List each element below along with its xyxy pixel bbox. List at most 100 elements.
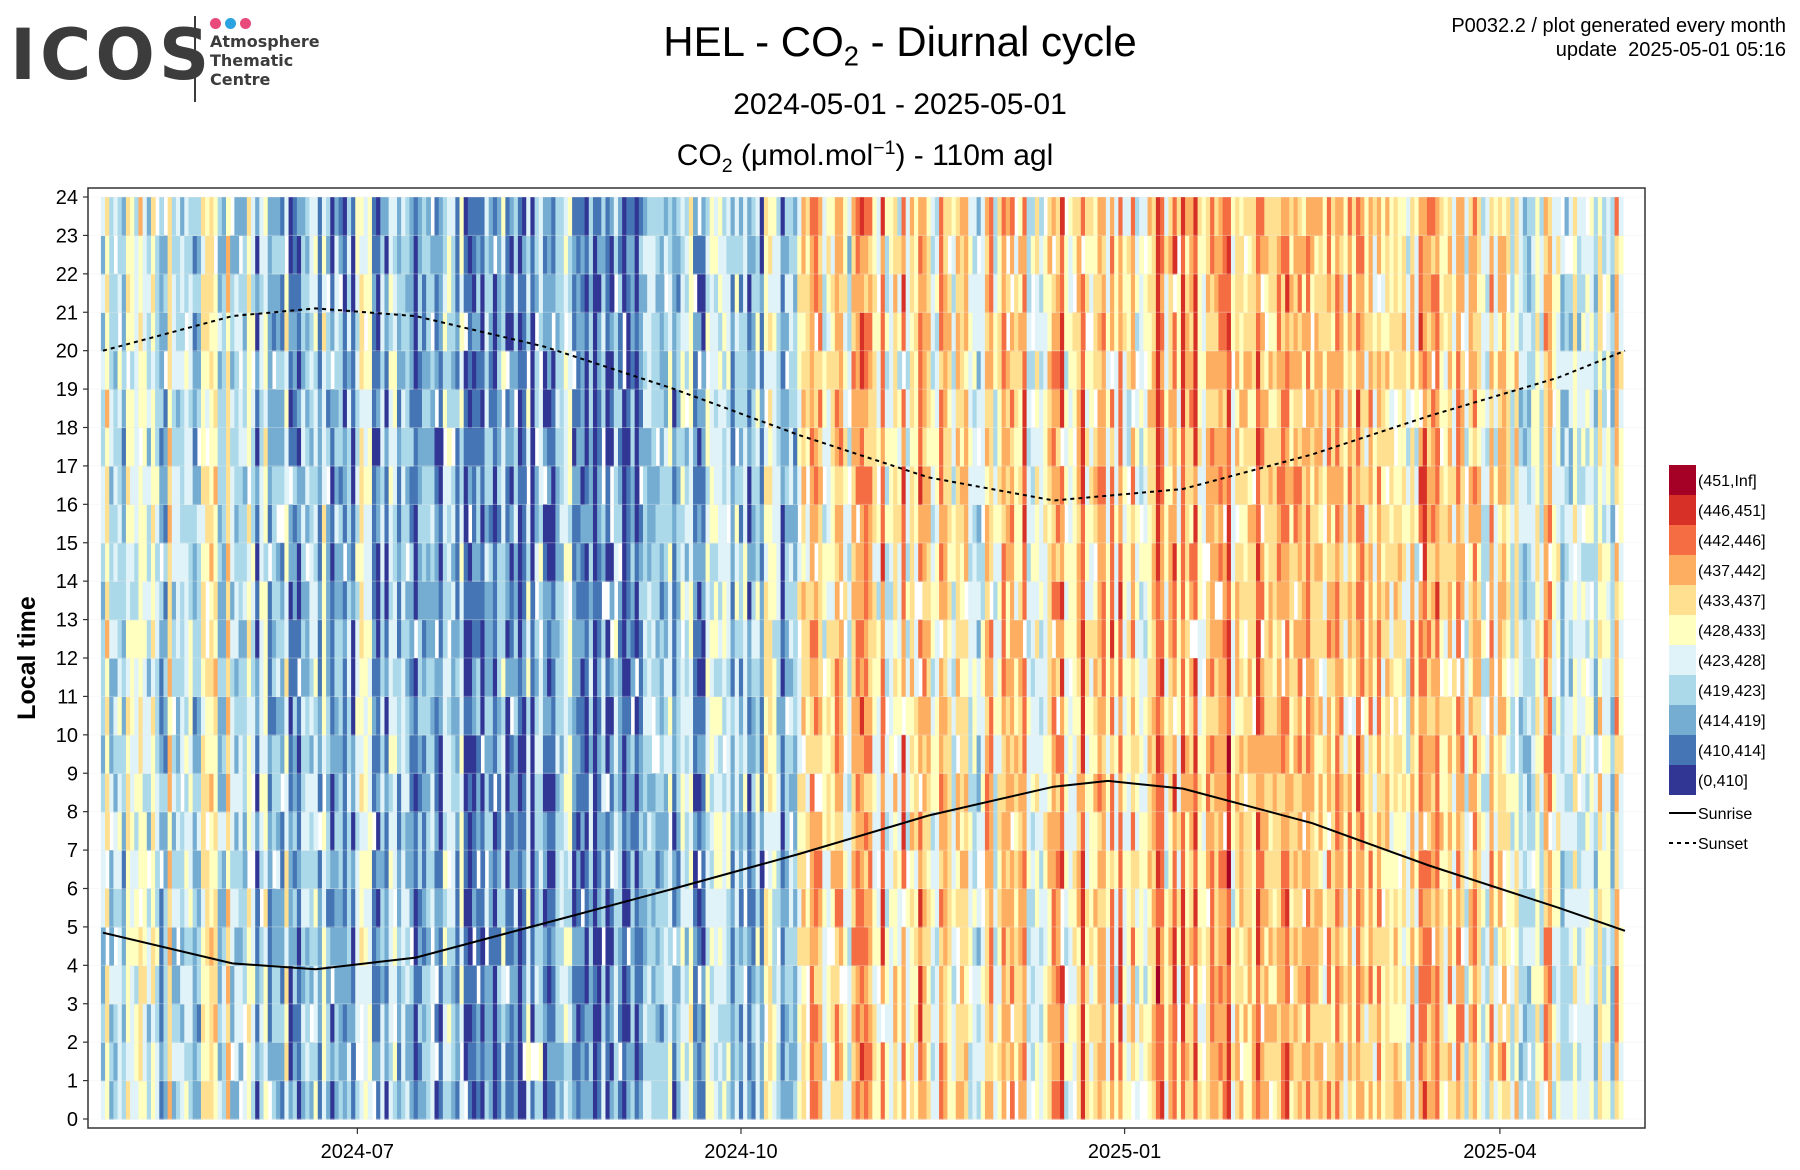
heatmap-cell bbox=[442, 197, 448, 237]
heatmap-cell bbox=[830, 658, 836, 698]
heatmap-cell bbox=[997, 888, 1003, 928]
heatmap-cell bbox=[893, 581, 898, 621]
heatmap-cell bbox=[830, 273, 836, 313]
heatmap-cell bbox=[630, 542, 636, 582]
heatmap-cell bbox=[155, 696, 160, 736]
heatmap-cell bbox=[747, 888, 753, 928]
heatmap-cell bbox=[759, 734, 765, 774]
heatmap-cell bbox=[659, 811, 665, 851]
heatmap-cell bbox=[643, 197, 648, 237]
heatmap-cell bbox=[234, 658, 240, 698]
heatmap-cell bbox=[459, 696, 465, 736]
heatmap-cell bbox=[246, 926, 252, 966]
heatmap-cell bbox=[138, 1003, 144, 1043]
heatmap-cell bbox=[271, 888, 277, 928]
heatmap-cell bbox=[100, 542, 106, 582]
heatmap-cell bbox=[726, 542, 732, 582]
heatmap-cell bbox=[534, 1003, 540, 1043]
heatmap-cell bbox=[926, 619, 932, 659]
heatmap-cell bbox=[401, 312, 406, 352]
heatmap-cell bbox=[617, 926, 623, 966]
heatmap-cell bbox=[934, 658, 940, 698]
heatmap-cell bbox=[884, 542, 890, 582]
heatmap-cell bbox=[175, 619, 181, 659]
heatmap-cell bbox=[630, 811, 636, 851]
heatmap-cell bbox=[542, 696, 548, 736]
heatmap-cell bbox=[747, 1080, 753, 1120]
heatmap-cell bbox=[497, 542, 502, 582]
heatmap-cell bbox=[889, 696, 894, 736]
heatmap-cell bbox=[768, 811, 773, 851]
heatmap-cell bbox=[238, 658, 244, 698]
heatmap-cell bbox=[630, 734, 636, 774]
heatmap-cell bbox=[459, 1003, 465, 1043]
heatmap-cell bbox=[884, 773, 890, 813]
heatmap-cell bbox=[676, 1042, 682, 1082]
heatmap-cell bbox=[751, 773, 757, 813]
heatmap-cell bbox=[163, 273, 169, 313]
heatmap-cell bbox=[684, 1080, 690, 1120]
heatmap-cell bbox=[893, 504, 898, 544]
heatmap-cell bbox=[784, 1080, 790, 1120]
heatmap-cell bbox=[417, 235, 423, 275]
heatmap-cell bbox=[221, 542, 227, 582]
heatmap-cell bbox=[934, 1080, 940, 1120]
heatmap-cell bbox=[605, 389, 611, 429]
heatmap-cell bbox=[813, 1080, 819, 1120]
heatmap-cell bbox=[576, 581, 582, 621]
heatmap-cell bbox=[359, 427, 365, 467]
heatmap-cell bbox=[113, 811, 119, 851]
heatmap-cell bbox=[384, 542, 390, 582]
heatmap-cell bbox=[109, 197, 115, 237]
heatmap-cell bbox=[488, 658, 494, 698]
heatmap-cell bbox=[234, 1042, 240, 1082]
heatmap-cell bbox=[897, 696, 903, 736]
heatmap-cell bbox=[388, 1042, 394, 1082]
heatmap-cell bbox=[488, 235, 494, 275]
heatmap-cell bbox=[238, 1003, 244, 1043]
heatmap-cell bbox=[271, 504, 277, 544]
heatmap-cell bbox=[864, 504, 869, 544]
heatmap-cell bbox=[993, 1080, 999, 1120]
heatmap-cell bbox=[626, 850, 632, 890]
heatmap-cell bbox=[722, 542, 727, 582]
heatmap-cell bbox=[188, 926, 194, 966]
heatmap-cell bbox=[943, 504, 948, 544]
heatmap-cell bbox=[734, 658, 740, 698]
heatmap-cell bbox=[955, 427, 961, 467]
heatmap-cell bbox=[438, 389, 444, 429]
heatmap-cell bbox=[497, 811, 502, 851]
heatmap-cell bbox=[305, 1003, 311, 1043]
heatmap-cell bbox=[522, 1080, 527, 1120]
heatmap-cell bbox=[638, 581, 644, 621]
heatmap-cell bbox=[463, 197, 469, 237]
heatmap-cell bbox=[267, 850, 273, 890]
heatmap-cell bbox=[951, 1080, 957, 1120]
heatmap-cell bbox=[588, 312, 594, 352]
heatmap-cell bbox=[371, 696, 377, 736]
heatmap-cell bbox=[421, 542, 427, 582]
heatmap-cell bbox=[100, 696, 106, 736]
heatmap-cell bbox=[167, 926, 173, 966]
heatmap-cell bbox=[438, 235, 444, 275]
heatmap-cell bbox=[914, 619, 919, 659]
heatmap-cell bbox=[326, 1003, 331, 1043]
heatmap-cell bbox=[509, 235, 515, 275]
heatmap-cell bbox=[476, 811, 481, 851]
heatmap-cell bbox=[884, 658, 890, 698]
heatmap-cell bbox=[993, 734, 999, 774]
heatmap-cell bbox=[951, 504, 957, 544]
heatmap-cell bbox=[997, 235, 1003, 275]
heatmap-cell bbox=[876, 1003, 882, 1043]
heatmap-cell bbox=[555, 1080, 561, 1120]
heatmap-cell bbox=[392, 658, 398, 698]
heatmap-cell bbox=[105, 1042, 110, 1082]
heatmap-cell bbox=[447, 273, 452, 313]
heatmap-cell bbox=[834, 926, 840, 966]
heatmap-cell bbox=[184, 465, 190, 505]
heatmap-cell bbox=[784, 888, 790, 928]
heatmap-cell bbox=[271, 926, 277, 966]
heatmap-cell bbox=[367, 1080, 373, 1120]
heatmap-cell bbox=[705, 850, 711, 890]
heatmap-cell bbox=[701, 542, 707, 582]
